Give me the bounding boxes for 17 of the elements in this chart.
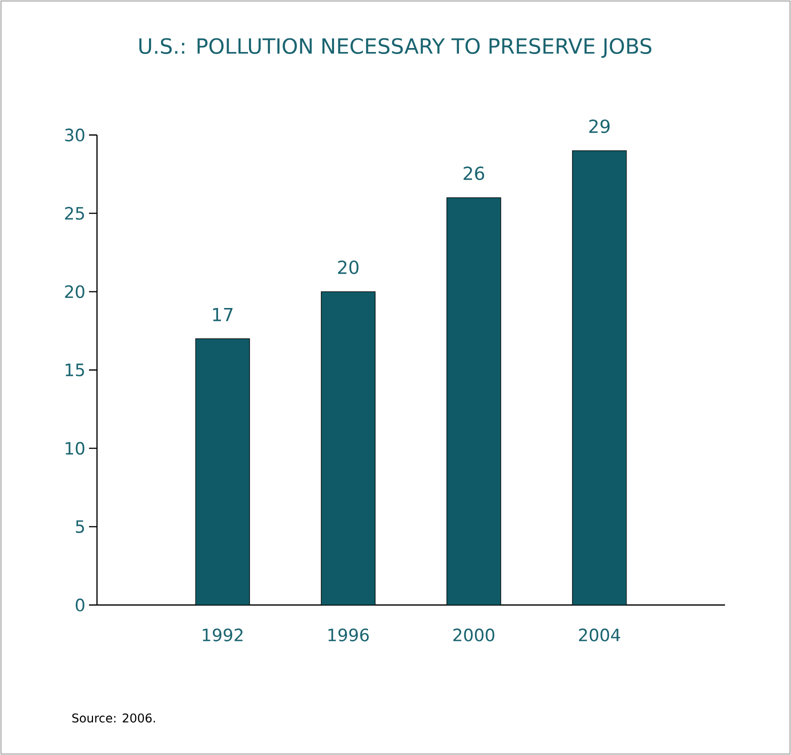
x-tick-label: 1992 xyxy=(202,628,243,642)
source-note: Source: 2006. xyxy=(72,713,155,723)
y-tick-label: 10 xyxy=(66,442,84,455)
x-tick-label: 1996 xyxy=(328,628,369,642)
y-tick-label: 5 xyxy=(76,520,84,533)
y-tick-label: 30 xyxy=(65,128,84,142)
x-tick-label: 2000 xyxy=(453,628,494,642)
data-label: 26 xyxy=(464,166,484,180)
y-tick-label: 25 xyxy=(65,206,84,220)
data-label: 17 xyxy=(213,308,233,322)
y-tick-label: 15 xyxy=(66,364,84,376)
x-tick-label: 2004 xyxy=(579,628,620,642)
data-label: 29 xyxy=(589,120,610,134)
chart-title: U.S.: POLLUTION NECESSARY TO PRESERVE JOBS xyxy=(139,38,652,58)
y-tick-label: 20 xyxy=(65,285,84,298)
data-label: 20 xyxy=(338,260,358,274)
y-tick-label: 0 xyxy=(76,598,84,612)
